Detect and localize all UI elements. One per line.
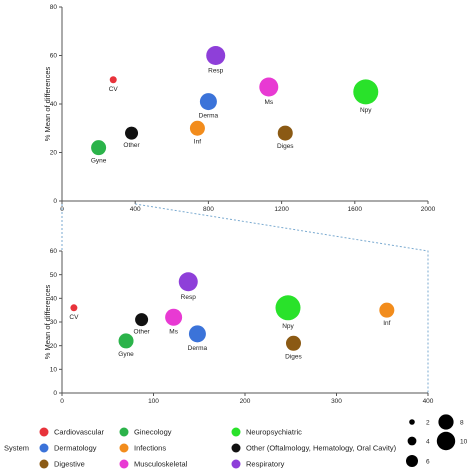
legend-swatch — [119, 459, 129, 469]
size-legend-label: 10 — [460, 439, 468, 446]
bottom-panel: 0 100 200 300 400 0 10 20 30 40 50 60 % Mean of diff… — [43, 248, 434, 405]
legend-swatch — [231, 443, 241, 453]
legend-label: Neuropsychiatric — [246, 428, 302, 437]
x-tick-label: 0 — [60, 398, 64, 405]
zoom-line-right — [135, 203, 429, 393]
legend-label: Infections — [134, 444, 166, 453]
bubble-other — [135, 313, 149, 327]
y-tick-label: 30 — [50, 319, 58, 326]
bubble-label-npy: Npy — [360, 107, 372, 114]
bubble-diges — [285, 335, 301, 351]
legend-label: Dermatology — [54, 444, 97, 453]
bubble-derma — [188, 325, 206, 343]
bubble-label-cv: CV — [109, 86, 119, 93]
bubble-inf — [189, 120, 205, 136]
size-legend-label: 4 — [426, 439, 430, 446]
bubble-label-derma: Derma — [188, 345, 208, 352]
size-legend-bubble — [409, 419, 415, 425]
bubble-gyne — [118, 333, 134, 349]
bubble-npy — [275, 295, 301, 321]
bubble-ms — [259, 77, 279, 97]
bubble-label-derma: Derma — [199, 113, 219, 120]
y-axis-label: % Mean of differences — [43, 285, 52, 360]
bubble-label-cv: CV — [69, 314, 79, 321]
legend-label: Other (Oftalmology, Hematology, Oral Cav… — [246, 444, 397, 453]
bubble-label-diges: Diges — [285, 353, 302, 360]
size-legend-label: 6 — [426, 459, 430, 466]
x-tick-label: 200 — [240, 398, 251, 405]
bubble-label-other: Other — [123, 142, 140, 149]
bubble-label-gyne: Gyne — [118, 351, 134, 358]
legend-title: System — [4, 444, 29, 453]
bubble-cv — [70, 304, 78, 312]
size-legend-bubble — [407, 436, 417, 446]
bubble-label-inf: Inf — [194, 138, 201, 145]
bubble-resp — [178, 272, 198, 292]
y-tick-label: 20 — [50, 150, 58, 157]
y-tick-label: 0 — [53, 390, 57, 397]
zoom-connector — [61, 203, 429, 393]
y-tick-label: 40 — [50, 101, 58, 108]
legend-label: Respiratory — [246, 460, 285, 469]
y-tick-label: 0 — [53, 198, 57, 205]
legend-swatch — [119, 443, 129, 453]
legend-swatch — [39, 459, 49, 469]
bubble-label-other: Other — [133, 329, 150, 336]
bubble-inf — [379, 302, 395, 318]
y-tick-label: 60 — [50, 248, 58, 255]
x-tick-label: 300 — [331, 398, 342, 405]
x-tick-label: 400 — [130, 206, 141, 213]
y-tick-label: 80 — [50, 4, 58, 11]
bubble-label-ms: Ms — [264, 99, 273, 106]
bubble-label-ms: Ms — [169, 328, 178, 335]
bubble-label-inf: Inf — [383, 320, 390, 327]
legend-label: Ginecology — [134, 428, 172, 437]
y-tick-label: 20 — [50, 343, 58, 350]
bubble-ms — [165, 308, 183, 326]
bubble-label-diges: Diges — [277, 143, 294, 150]
bubble-npy — [353, 79, 379, 105]
size-legend-bubble — [438, 414, 454, 430]
size-legend-label: 8 — [460, 420, 464, 427]
bubble-label-resp: Resp — [181, 294, 197, 301]
y-tick-label: 10 — [50, 367, 58, 374]
bubble-diges — [277, 125, 293, 141]
bubble-resp — [206, 46, 226, 65]
bubble-label-resp: Resp — [208, 68, 224, 75]
size-legend-bubble — [436, 431, 456, 451]
bubble-label-npy: Npy — [282, 323, 294, 330]
bubble-gyne — [91, 140, 107, 156]
legend-label: Cardiovascular — [54, 428, 105, 437]
bubble-other — [125, 126, 139, 140]
legend-label: Digestive — [54, 460, 85, 469]
y-tick-label: 40 — [50, 296, 58, 303]
legend-swatch — [39, 443, 49, 453]
bubble-derma — [199, 93, 217, 111]
y-tick-label: 60 — [50, 53, 58, 60]
x-tick-label: 400 — [423, 398, 434, 405]
legend: System Cardiovascular Ginecology Neuropsych… — [4, 427, 397, 469]
legend-swatch — [39, 427, 49, 437]
legend-swatch — [231, 459, 241, 469]
bubble-cv — [109, 76, 117, 84]
x-tick-label: 1200 — [274, 206, 289, 213]
legend-label: Musculoskeletal — [134, 460, 188, 469]
legend-swatch — [231, 427, 241, 437]
legend-swatch — [119, 427, 129, 437]
y-axis-label: % Mean of differences — [43, 67, 52, 142]
x-tick-label: 800 — [203, 206, 214, 213]
x-tick-label: 100 — [148, 398, 159, 405]
y-tick-label: 50 — [50, 272, 58, 279]
size-legend: 2 4 6 8 10 — [406, 414, 468, 467]
x-tick-label: 1600 — [348, 206, 363, 213]
size-legend-label: 2 — [426, 420, 430, 427]
size-legend-bubble — [406, 455, 418, 467]
bubble-label-gyne: Gyne — [91, 158, 107, 165]
x-tick-label: 2000 — [421, 206, 436, 213]
